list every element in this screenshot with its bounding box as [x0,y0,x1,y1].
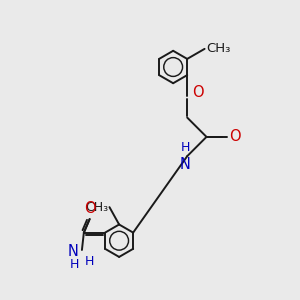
Text: CH₃: CH₃ [206,42,230,55]
Text: N: N [68,244,79,260]
Text: H: H [181,141,190,154]
Text: CH₃: CH₃ [85,201,108,214]
Text: O: O [229,129,241,144]
Text: O: O [192,85,204,100]
Text: H: H [70,258,79,271]
Text: N: N [180,157,191,172]
Text: O: O [84,201,95,216]
Text: H: H [85,255,94,268]
